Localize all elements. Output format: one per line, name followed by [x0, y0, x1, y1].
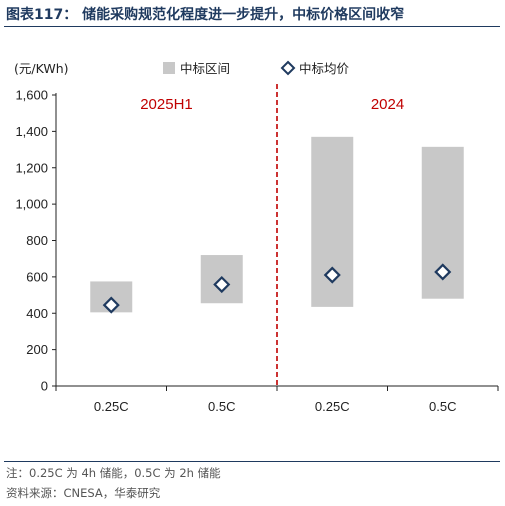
- legend-avg-label: 中标均价: [299, 61, 350, 76]
- y-tick-label: 1,400: [15, 124, 48, 139]
- figure-title: 图表117： 储能采购规范化程度进一步提升，中标价格区间收窄: [6, 7, 405, 23]
- source-note: 资料来源：CNESA，华泰研究: [6, 486, 161, 500]
- legend-range-label: 中标区间: [180, 61, 230, 76]
- y-tick-label: 1,600: [15, 88, 48, 103]
- title-rule: [4, 26, 500, 27]
- y-tick-label: 1,200: [15, 160, 48, 175]
- legend-range-swatch: [163, 62, 175, 74]
- y-tick-label: 1,000: [15, 197, 48, 212]
- chart: (元/KWh) 中标区间 中标均价 0 200 400 600 800 1,000 1,20…: [14, 60, 499, 414]
- avg-price-marker: [102, 296, 120, 314]
- footnote: 注：0.25C 为 4h 储能，0.5C 为 2h 储能: [6, 466, 221, 480]
- bottom-rule: [4, 461, 500, 462]
- x-tick-label: 0.25C: [94, 399, 129, 414]
- avg-price-marker: [323, 266, 341, 284]
- avg-price-marker: [434, 263, 452, 281]
- period-label: 2024: [371, 96, 404, 113]
- y-tick-label: 200: [26, 342, 48, 357]
- x-tick-label: 0.25C: [315, 399, 350, 414]
- y-axis-unit-label: (元/KWh): [14, 61, 69, 76]
- x-tick-label: 0.5C: [429, 399, 456, 414]
- period-label: 2025H1: [140, 96, 193, 113]
- y-tick-label: 600: [26, 269, 48, 284]
- x-tick-label: 0.5C: [208, 399, 235, 414]
- legend-avg-marker: [280, 60, 296, 76]
- avg-price-marker: [213, 275, 231, 294]
- y-tick-label: 400: [26, 306, 48, 321]
- y-tick-label: 0: [41, 379, 48, 394]
- y-tick-label: 800: [26, 233, 48, 248]
